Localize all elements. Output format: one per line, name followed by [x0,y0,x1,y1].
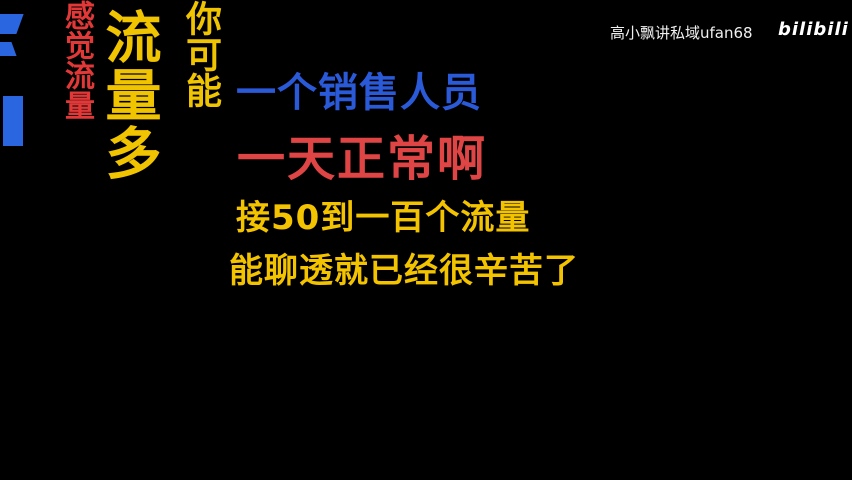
cropped-blue-bar [3,96,23,146]
caption-line-2: 一天正常啊 [237,131,488,187]
caption-line-3: 接50到一百个流量 [236,198,531,238]
cropped-x-mark-lower [0,42,17,56]
watermark-text: 高小飘讲私域ufan68 [610,24,753,42]
caption-side-big: 流量多 [96,8,161,182]
caption-side-small: 感觉流量 [59,0,94,120]
caption-line-4: 能聊透就已经很辛苦了 [229,251,579,291]
bilibili-logo: bilibili [778,19,849,40]
caption-line-1: 一个销售人员 [236,70,482,116]
caption-side-mid: 你可能 [180,0,221,108]
cropped-x-mark [0,14,24,34]
